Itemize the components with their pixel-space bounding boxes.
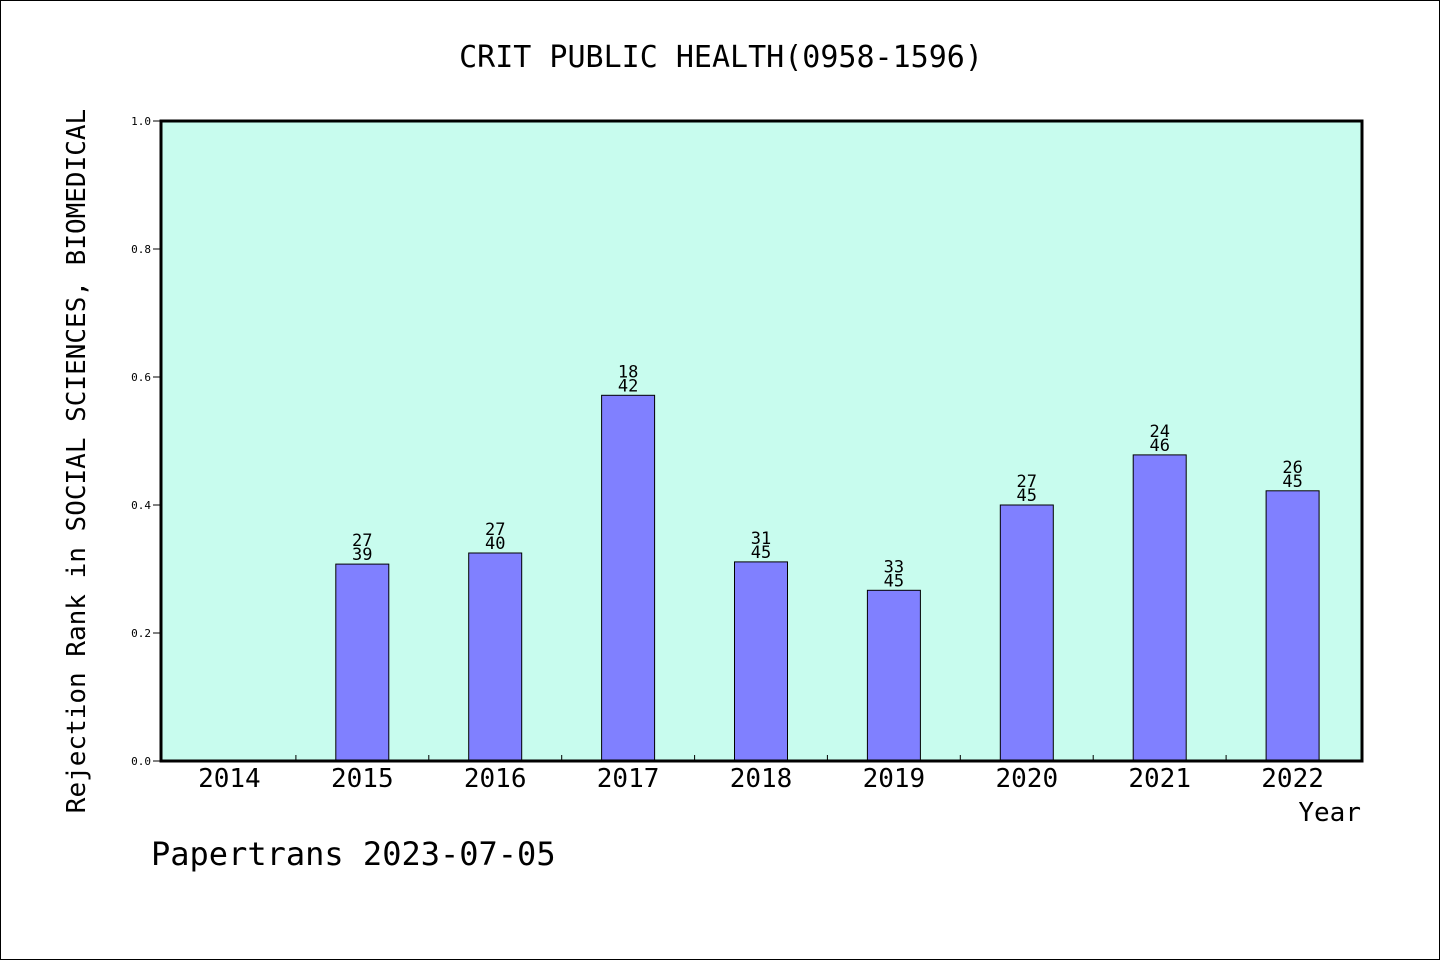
y-axis-title: Rejection Rank in SOCIAL SCIENCES, BIOME… <box>62 109 92 813</box>
x-tick-label-2020: 2020 <box>995 764 1058 794</box>
y-tick-label: 0.6 <box>131 371 151 384</box>
x-tick-label-2018: 2018 <box>730 764 793 794</box>
bar-2016 <box>468 552 523 762</box>
x-axis-title: Year <box>1298 798 1361 828</box>
bar-label-bottom-2016: 40 <box>485 534 505 554</box>
y-tick-label: 0.2 <box>131 627 151 640</box>
bar-2021 <box>1132 454 1187 762</box>
y-tick-label: 0.8 <box>131 243 151 256</box>
bar-label-bottom-2021: 46 <box>1149 436 1169 456</box>
x-tick-label-2014: 2014 <box>198 764 261 794</box>
x-tick-label-2017: 2017 <box>597 764 660 794</box>
y-tick-label: 0.4 <box>131 499 151 512</box>
x-axis: 2014 2015 2016 2017 2018 2019 2020 2021 2022 <box>198 755 1324 794</box>
bar-2020 <box>999 504 1054 762</box>
x-tick-label-2022: 2022 <box>1261 764 1324 794</box>
x-tick-label-2016: 2016 <box>464 764 527 794</box>
bar-2017 <box>601 394 656 762</box>
y-axis: 0.0 0.2 0.4 0.6 0.8 1.0 <box>131 115 161 768</box>
chart-title: CRIT PUBLIC HEALTH(0958-1596) <box>459 40 983 75</box>
y-tick-label: 1.0 <box>131 115 151 128</box>
bar-2019 <box>866 589 921 762</box>
bar-2018 <box>734 561 788 762</box>
bar-label-top-2018: 31 <box>751 529 771 549</box>
footer-credit: Papertrans 2023-07-05 <box>151 835 556 873</box>
bar-label-bottom-2020: 45 <box>1017 486 1037 506</box>
bars-layer <box>335 394 1320 762</box>
bar-label-bottom-2022: 45 <box>1282 472 1302 492</box>
x-tick-label-2015: 2015 <box>331 764 394 794</box>
bar-label-top-2022: 26 <box>1282 458 1302 478</box>
bar-label-top-2016: 27 <box>485 520 505 540</box>
bar-2022 <box>1265 490 1320 762</box>
bar-label-top-2019: 33 <box>884 557 904 577</box>
bar-label-bottom-2017: 42 <box>618 376 638 396</box>
x-tick-label-2021: 2021 <box>1128 764 1191 794</box>
y-tick-label: 0.0 <box>131 755 151 768</box>
bar-label-top-2020: 27 <box>1017 472 1037 492</box>
plot-border <box>159 119 1364 763</box>
bar-2015 <box>335 563 390 762</box>
bar-label-bottom-2015: 39 <box>352 545 372 565</box>
bar-label-bottom-2018: 45 <box>751 543 771 563</box>
bar-label-top-2021: 24 <box>1149 422 1169 442</box>
bar-label-top-2017: 18 <box>618 362 638 382</box>
bar-label-bottom-2019: 45 <box>884 571 904 591</box>
bar-label-top-2015: 27 <box>352 531 372 551</box>
x-tick-label-2019: 2019 <box>863 764 926 794</box>
